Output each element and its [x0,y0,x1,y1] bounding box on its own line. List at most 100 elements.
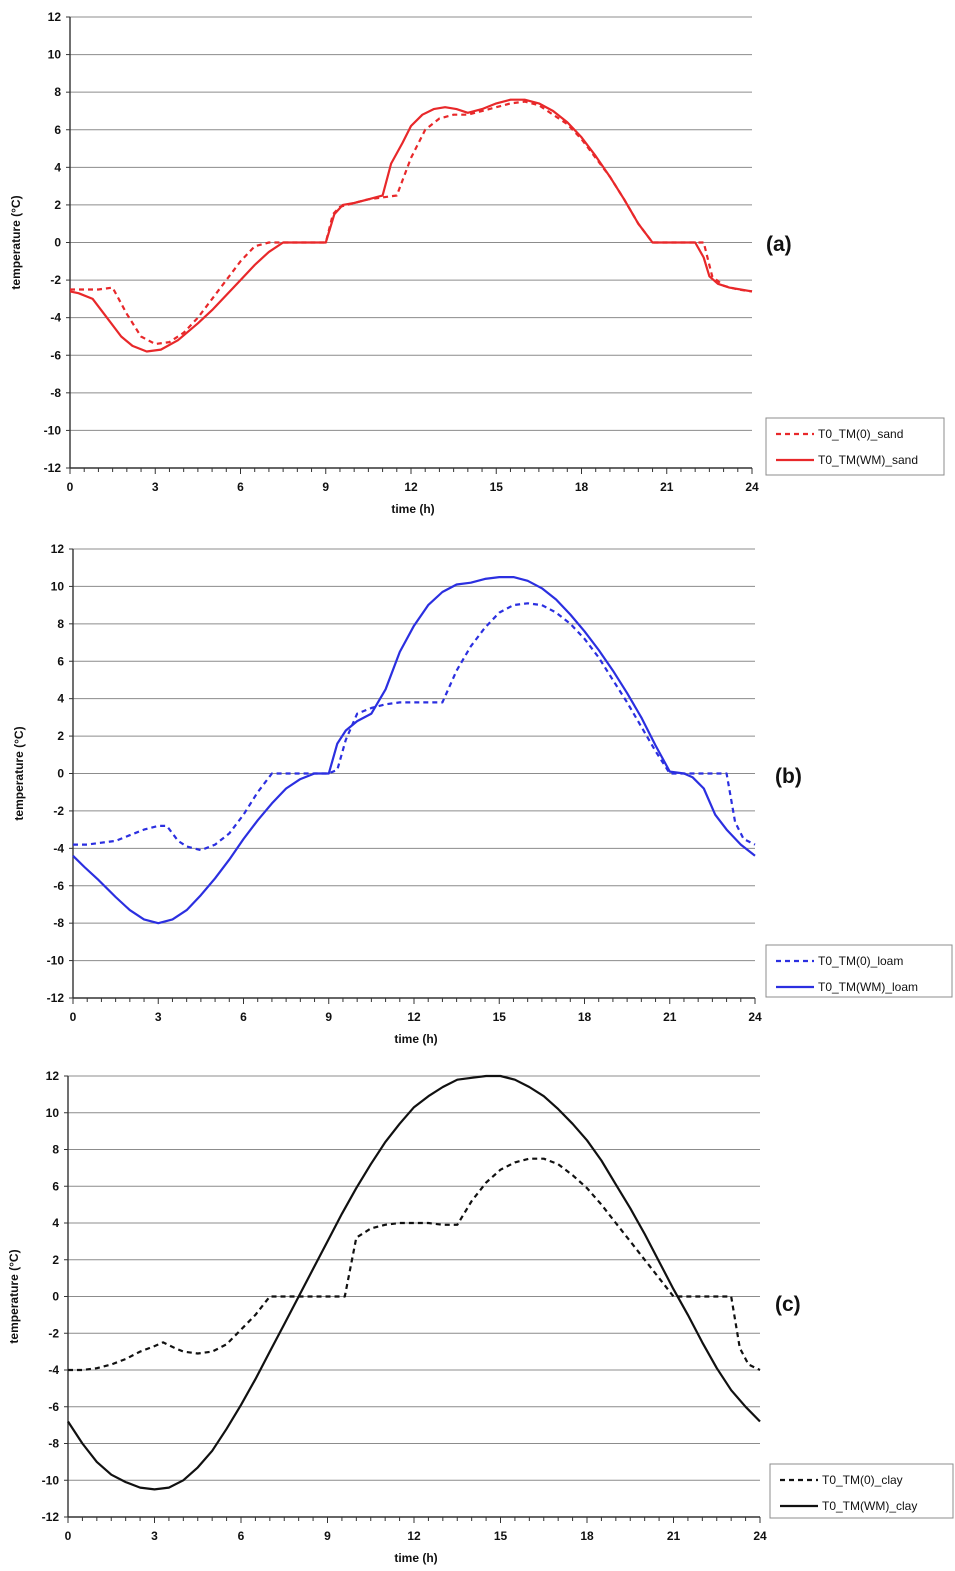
y-tick-label: 6 [57,654,64,668]
y-tick-label: 2 [52,1253,59,1267]
y-tick-label: -6 [50,348,61,362]
y-tick-label: 12 [46,1069,60,1083]
y-tick-label: 0 [57,767,64,781]
x-tick-label: 9 [324,1529,331,1543]
y-axis-label: temperature (°C) [9,195,23,289]
legend-box [765,944,953,998]
x-tick-label: 24 [748,1010,762,1024]
x-tick-label: 9 [322,480,329,494]
y-tick-label: -4 [48,1363,59,1377]
x-tick-label: 15 [494,1529,508,1543]
y-tick-label: -4 [50,311,61,325]
y-tick-label: 12 [51,542,65,556]
y-tick-label: 10 [46,1106,60,1120]
legend: T0_TM(0)_sand T0_TM(WM)_sand [765,417,945,476]
x-tick-label: 6 [237,480,244,494]
legend-entry: T0_TM(WM)_loam [818,980,918,994]
x-axis-label: time (h) [394,1551,437,1565]
y-tick-label: 10 [48,48,62,62]
chart-panel-1: 12 10 8 6 4 2 0 -2 -4 -6 -8 -10 -12 0 3 6 9 12 15 18 21 24 tim… [9,10,945,516]
legend: T0_TM(0)_clay T0_TM(WM)_clay [769,1463,954,1519]
y-tick-label: 8 [57,617,64,631]
y-axis-label: temperature (°C) [7,1249,21,1343]
y-tick-label: 2 [57,729,64,743]
y-tick-label: 10 [51,579,65,593]
x-tick-label: 6 [238,1529,245,1543]
y-tick-label: 4 [52,1216,59,1230]
x-tick-label: 18 [575,480,589,494]
legend-entry: T0_TM(0)_loam [818,954,903,968]
y-tick-label: -12 [42,1510,60,1524]
y-tick-label: -2 [48,1326,59,1340]
series-points-T0_TM(WM)_loam [72,576,756,924]
y-tick-label: 8 [52,1143,59,1157]
y-tick-label: -2 [50,273,61,287]
x-tick-label: 0 [70,1010,77,1024]
y-tick-label: 6 [54,123,61,137]
y-tick-label: 8 [54,85,61,99]
y-tick-label: 0 [54,236,61,250]
legend-box [769,1463,954,1519]
series-points-T0_TM(WM)_sand [69,99,753,353]
x-tick-label: 21 [663,1010,677,1024]
chart-panel-3: 12 10 8 6 4 2 0 -2 -4 -6 -8 -10 -12 0 3 6 9 12 15 18 21 24 tim… [7,1069,954,1565]
series-line-T0_TM(WM)_clay [67,1074,761,1491]
legend-entry: T0_TM(0)_clay [822,1473,903,1487]
y-tick-label: 2 [54,198,61,212]
x-tick-label: 21 [660,480,674,494]
legend-entry: T0_TM(0)_sand [818,427,903,441]
series-points-T0_TM(0)_clay [67,1158,761,1371]
panel-label: (b) [775,765,802,788]
series-points-T0_TM(0)_sand [69,101,753,345]
x-tick-label: 24 [753,1529,767,1543]
legend-entry: T0_TM(WM)_clay [822,1499,917,1513]
series-points-T0_TM(0)_loam [72,602,756,851]
series-line-T0_TM(0)_sand [70,100,753,346]
y-tick-label: -12 [44,461,62,475]
x-tick-label: 18 [580,1529,594,1543]
x-tick-label: 0 [65,1529,72,1543]
legend: T0_TM(0)_loam T0_TM(WM)_loam [765,944,953,998]
series-points-T0_TM(WM)_clay [67,1075,761,1490]
y-tick-label: -8 [48,1437,59,1451]
x-tick-label: 15 [493,1010,507,1024]
x-tick-label: 9 [325,1010,332,1024]
x-tick-label: 12 [407,1010,421,1024]
chart-panel-2: 12 10 8 6 4 2 0 -2 -4 -6 -8 -10 -12 0 3 6 9 12 15 18 21 24 tim… [12,542,953,1046]
y-tick-label: 12 [48,10,62,24]
y-tick-label: -4 [53,841,64,855]
y-tick-label: -12 [47,991,65,1005]
y-tick-label: -8 [53,916,64,930]
x-tick-label: 15 [490,480,504,494]
series-line-T0_TM(WM)_sand [69,98,753,353]
y-axis-label: temperature (°C) [12,726,26,820]
y-tick-label: -10 [42,1473,60,1487]
x-axis-label: time (h) [391,502,434,516]
x-tick-label: 3 [152,480,159,494]
y-tick-label: 4 [57,692,64,706]
x-axis-label: time (h) [394,1032,437,1046]
y-tick-label: 6 [52,1179,59,1193]
y-tick-label: 4 [54,160,61,174]
x-tick-label: 24 [745,480,759,494]
y-tick-label: -10 [44,423,62,437]
legend-box [765,417,945,476]
x-tick-label: 6 [240,1010,247,1024]
x-tick-label: 12 [404,480,418,494]
panel-label: (c) [775,1293,801,1316]
x-tick-label: 21 [667,1529,681,1543]
x-tick-label: 3 [151,1529,158,1543]
y-tick-label: -6 [48,1400,59,1414]
y-tick-label: -2 [53,804,64,818]
x-tick-label: 12 [407,1529,421,1543]
series-line-T0_TM(WM)_loam [72,575,756,925]
x-tick-label: 0 [67,480,74,494]
y-tick-label: -10 [47,954,65,968]
panel-label: (a) [766,233,792,256]
y-tick-label: -6 [53,879,64,893]
series-line-T0_TM(0)_loam [73,602,756,852]
x-tick-label: 3 [155,1010,162,1024]
series-line-T0_TM(0)_clay [68,1157,761,1372]
legend-entry: T0_TM(WM)_sand [818,453,918,467]
